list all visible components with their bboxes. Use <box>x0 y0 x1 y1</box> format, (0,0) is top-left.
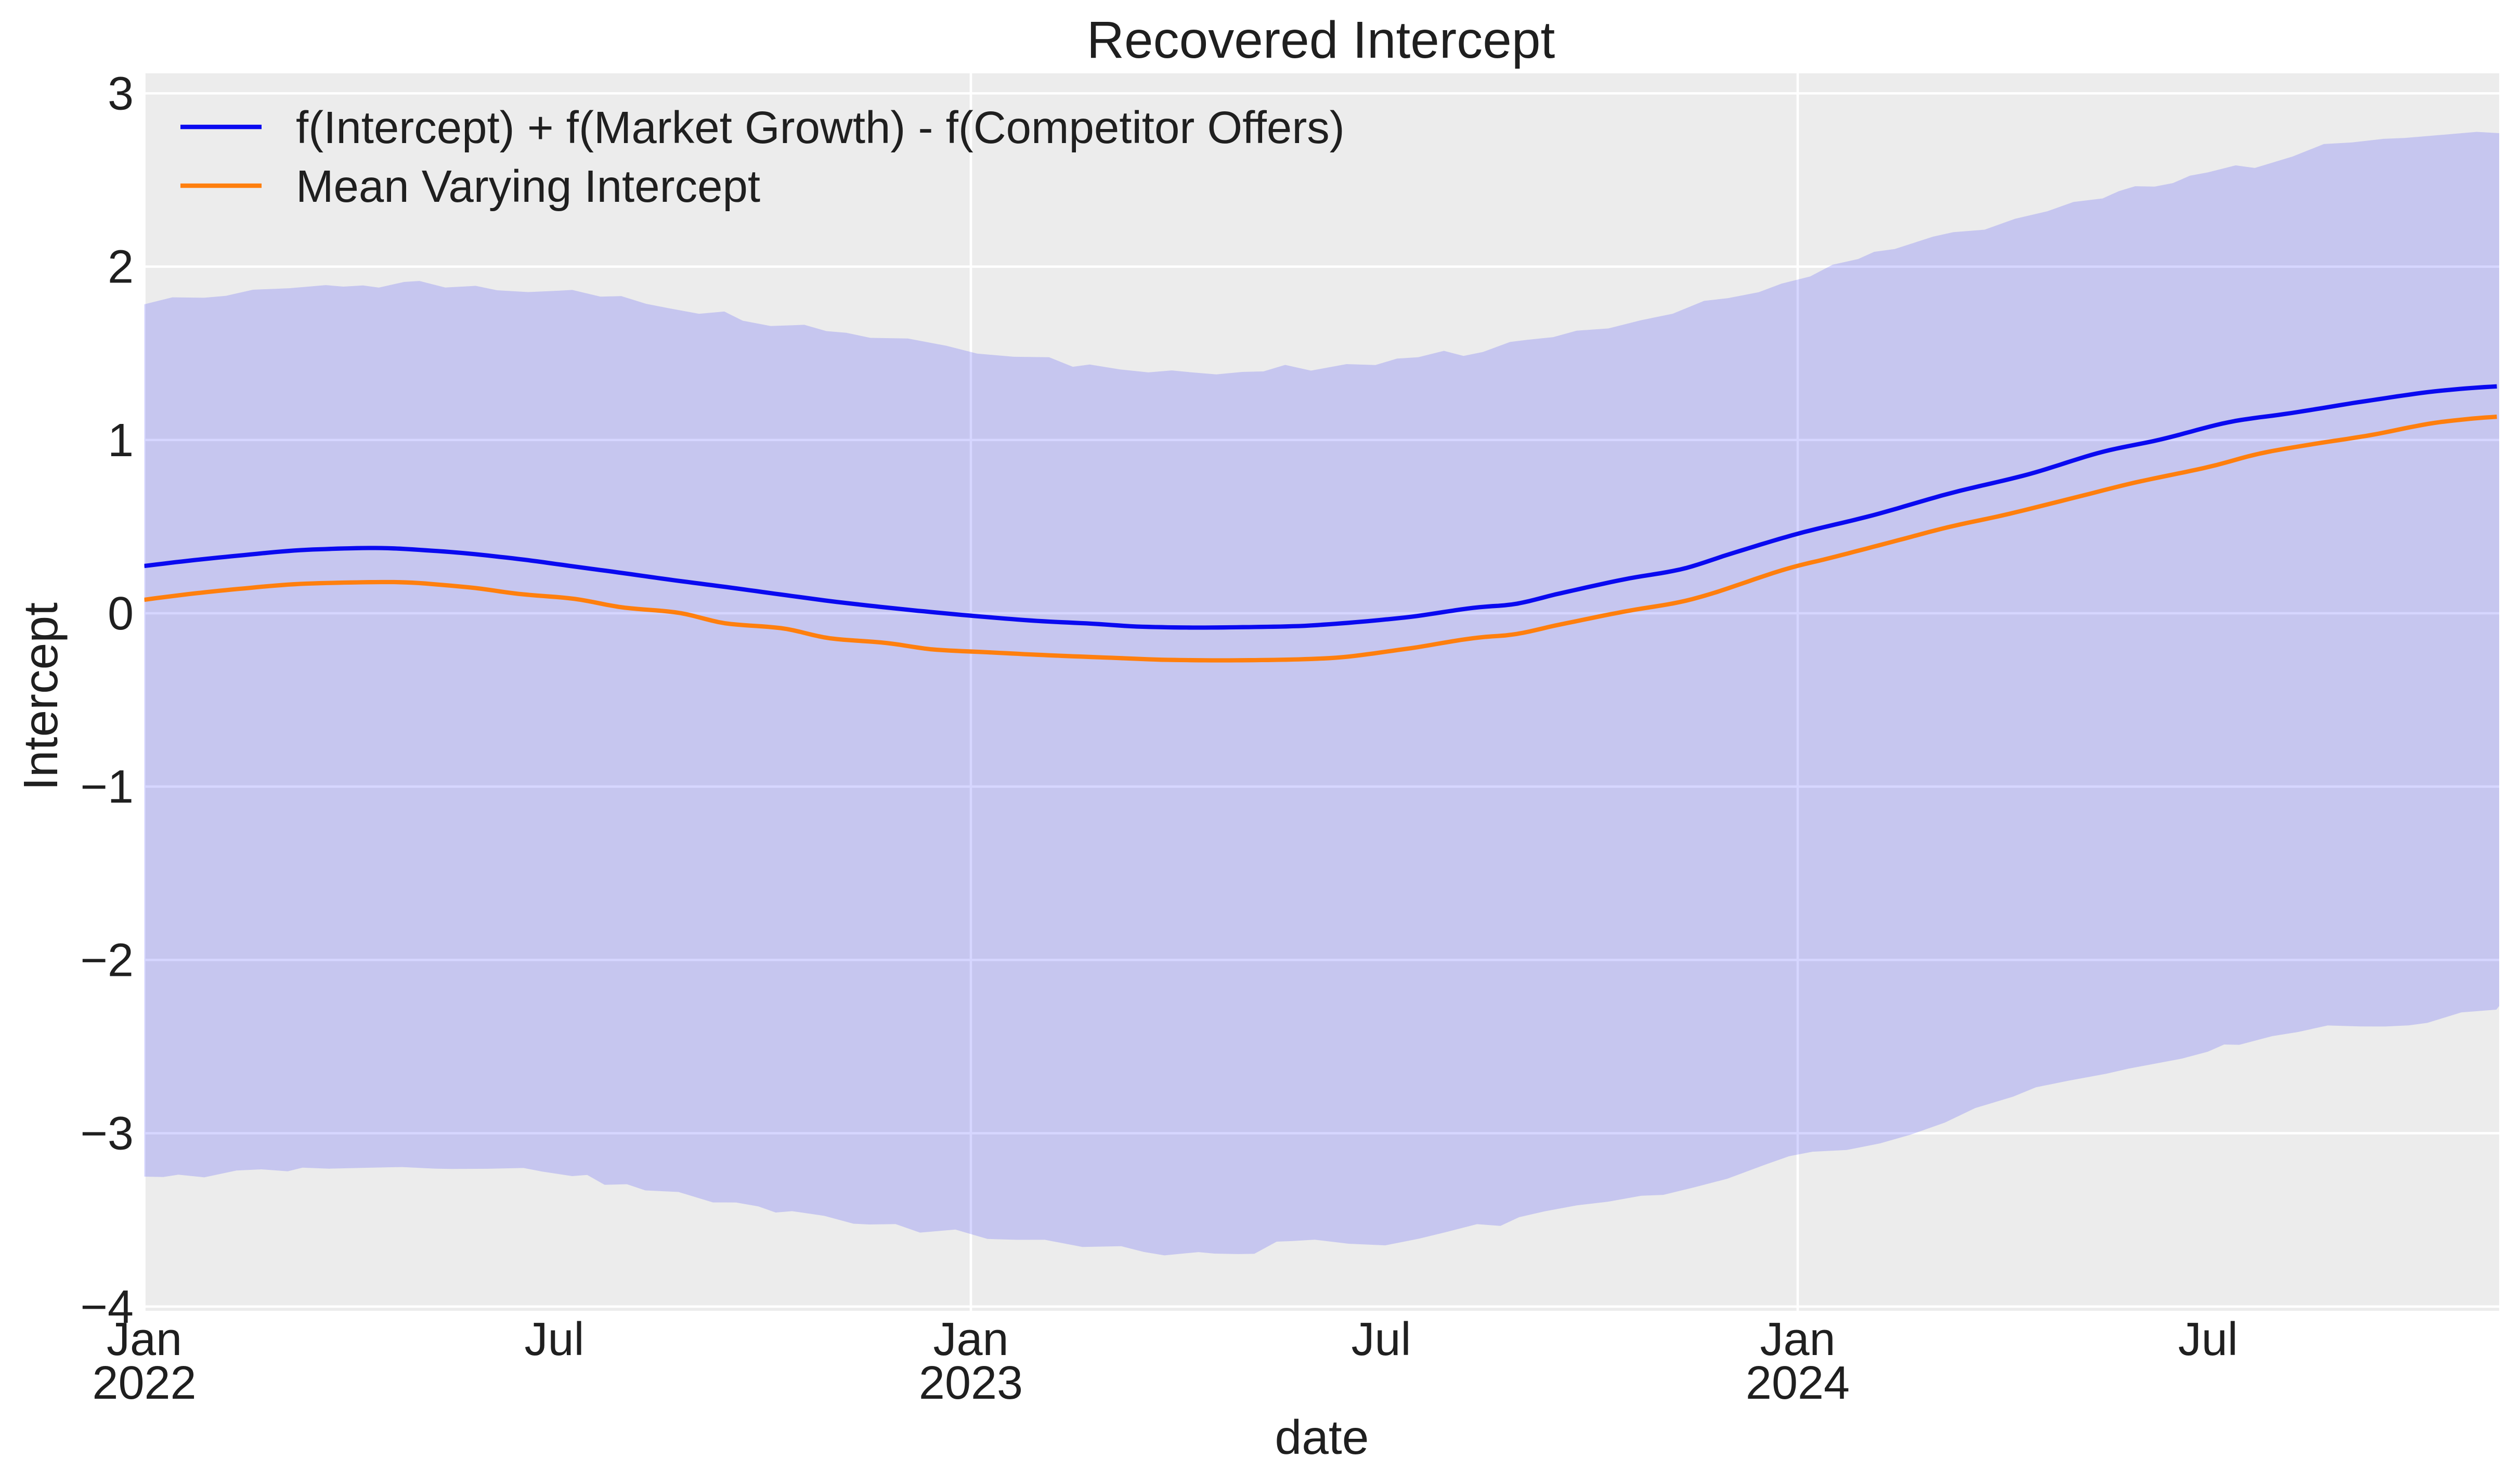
svg-text:2023: 2023 <box>919 1357 1023 1409</box>
svg-text:1: 1 <box>108 415 134 467</box>
svg-text:Recovered Intercept: Recovered Intercept <box>1087 11 1555 69</box>
svg-text:Jan: Jan <box>1760 1313 1835 1365</box>
svg-text:−2: −2 <box>80 934 134 986</box>
svg-text:−1: −1 <box>80 761 134 813</box>
svg-text:Jan: Jan <box>933 1313 1008 1365</box>
svg-text:Mean Varying Intercept: Mean Varying Intercept <box>296 161 760 212</box>
svg-text:−3: −3 <box>80 1108 134 1160</box>
svg-text:date: date <box>1275 1410 1369 1464</box>
svg-text:Jul: Jul <box>2178 1313 2238 1365</box>
svg-text:2: 2 <box>108 241 134 293</box>
svg-text:2024: 2024 <box>1746 1357 1850 1409</box>
svg-text:Jul: Jul <box>1351 1313 1411 1365</box>
svg-text:−4: −4 <box>80 1281 134 1333</box>
svg-text:f(Intercept) + f(Market Growth: f(Intercept) + f(Market Growth) - f(Comp… <box>296 102 1345 153</box>
svg-text:Intercept: Intercept <box>14 602 68 791</box>
svg-text:0: 0 <box>108 588 134 640</box>
svg-text:3: 3 <box>108 68 134 120</box>
svg-text:Jan: Jan <box>107 1313 182 1365</box>
svg-text:2022: 2022 <box>92 1357 196 1409</box>
svg-text:Jul: Jul <box>524 1313 584 1365</box>
